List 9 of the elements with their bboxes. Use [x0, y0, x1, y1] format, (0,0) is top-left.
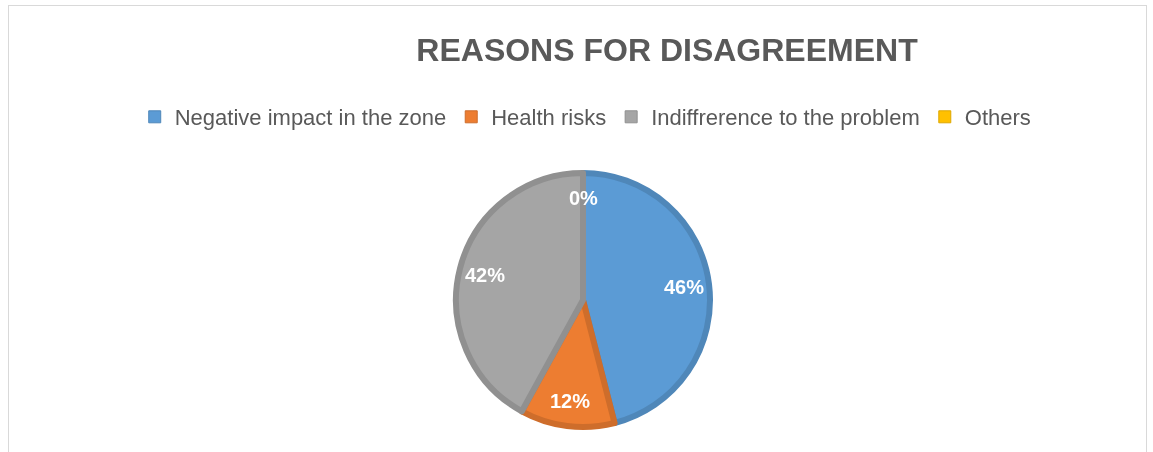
data-label: 42%: [465, 264, 506, 286]
legend-label: Indiffrerence to the problem: [651, 105, 920, 131]
data-label: 12%: [550, 390, 591, 412]
legend-label: Others: [964, 105, 1031, 131]
legend-label: Health risks: [491, 105, 607, 131]
chart-title: REASONS FOR DISAGREEMENT: [416, 32, 919, 69]
legend-label: Negative impact in the zone: [174, 105, 447, 131]
data-label: 46%: [664, 276, 705, 298]
text: 0%: [569, 187, 598, 209]
